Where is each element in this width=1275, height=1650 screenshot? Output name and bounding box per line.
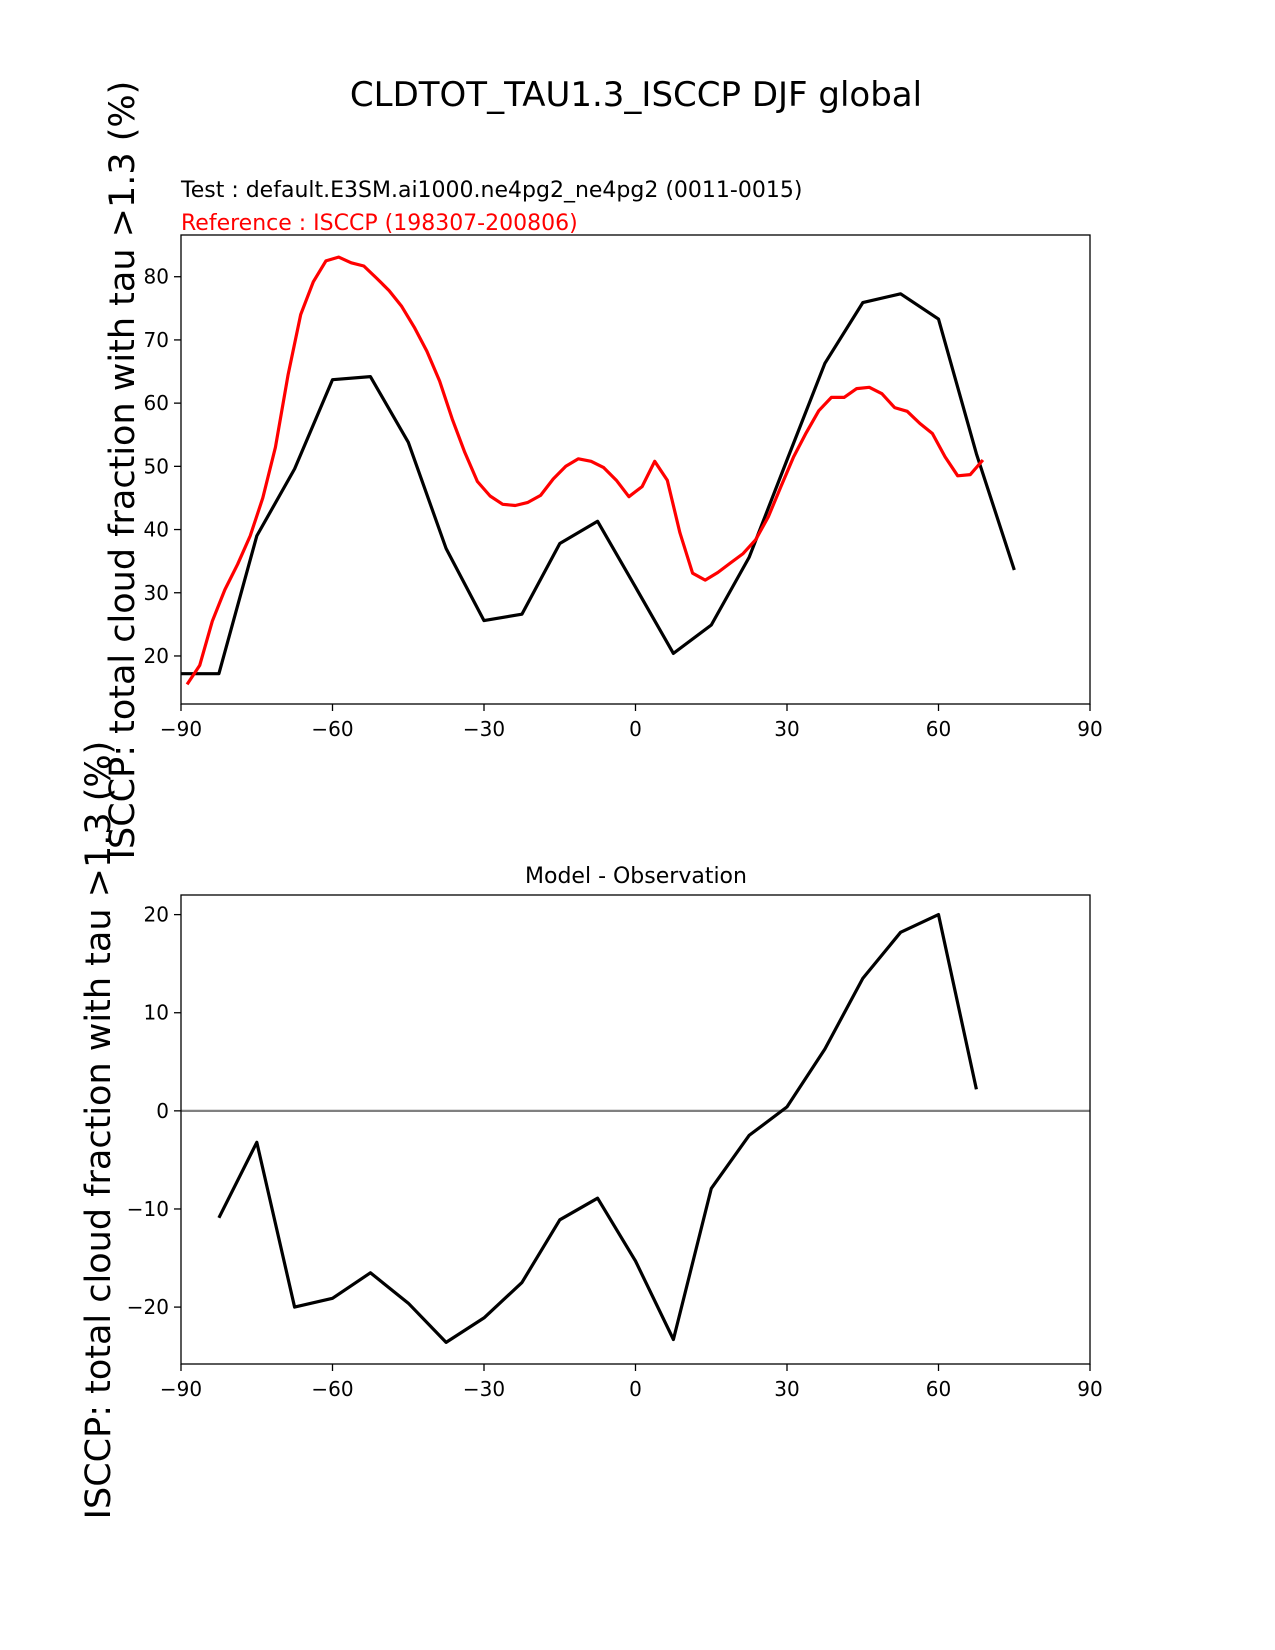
- bottom-ytick-label: 20: [144, 903, 169, 927]
- figure-title: CLDTOT_TAU1.3_ISCCP DJF global: [350, 75, 922, 115]
- bottom-ytick-label: −20: [127, 1295, 169, 1319]
- top-axes: −90 −60 −30 0 30 60 90 20 30 40 50 60 70 80: [144, 234, 1103, 741]
- top-ylabel: ISCCP: total cloud fraction with tau >1.…: [103, 81, 143, 860]
- bottom-xtick-label: −90: [160, 1377, 202, 1401]
- bottom-xtick-label: 0: [629, 1377, 642, 1401]
- bottom-frame: [180, 894, 1091, 1365]
- top-ytick-label: 60: [144, 391, 169, 415]
- top-ytick-label: 50: [144, 454, 169, 478]
- bottom-xtick-label: 30: [774, 1377, 799, 1401]
- bottom-xtick-label: 90: [1077, 1377, 1102, 1401]
- top-xtick-label: 30: [774, 717, 799, 741]
- top-series-test: [181, 292, 1016, 676]
- bottom-title: Model - Observation: [525, 864, 747, 889]
- bottom-xtick-label: −30: [463, 1377, 505, 1401]
- top-xtick-label: 0: [629, 717, 642, 741]
- top-ytick-label: 20: [144, 644, 169, 668]
- bottom-axes: −90 −60 −30 0 30 60 90 −20 −10 0 10 20: [127, 894, 1103, 1401]
- top-series-reference: [185, 255, 985, 686]
- bottom-ylabel: ISCCP: total cloud fraction with tau >1.…: [79, 741, 119, 1520]
- bottom-ytick-label: 0: [156, 1099, 169, 1123]
- bottom-xtick-label: −60: [311, 1377, 353, 1401]
- top-ytick-label: 40: [144, 518, 169, 542]
- bottom-xtick-label: 60: [926, 1377, 951, 1401]
- top-xtick-label: −30: [463, 717, 505, 741]
- top-xtick-label: 60: [926, 717, 951, 741]
- top-ytick-label: 70: [144, 328, 169, 352]
- bottom-ytick-label: 10: [144, 1001, 169, 1025]
- top-ytick-label: 30: [144, 581, 169, 605]
- top-xtick-label: −60: [311, 717, 353, 741]
- top-xtick-label: 90: [1077, 717, 1102, 741]
- reference-label: Reference : ISCCP (198307-200806): [181, 211, 578, 236]
- bottom-ytick-label: −10: [127, 1197, 169, 1221]
- bottom-series-difference: [217, 912, 978, 1345]
- test-label: Test : default.E3SM.ai1000.ne4pg2_ne4pg2…: [180, 178, 802, 203]
- top-ytick-label: 80: [144, 265, 169, 289]
- top-xtick-label: −90: [160, 717, 202, 741]
